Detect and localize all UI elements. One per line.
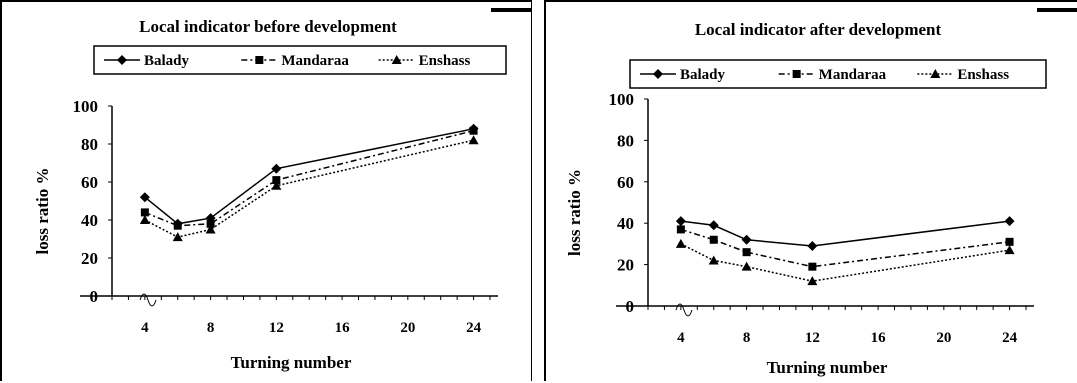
data-point-balady [1004,216,1015,227]
data-point-enshass [1004,245,1015,255]
series-line-enshass [680,243,1010,282]
x-tick-label: 24 [466,320,482,336]
data-point-balady [139,192,150,203]
data-point-mandaraa [676,225,685,234]
x-tick-label: 20 [936,330,951,346]
y-tick-label: 20 [617,256,634,275]
chart-title: Local indicator before development [139,17,397,36]
data-point-mandaraa [140,208,149,217]
y-axis-label: loss ratio % [565,169,584,256]
legend-marker-enshass [391,55,402,64]
y-tick-label: 80 [81,135,98,154]
y-tick-label: 100 [609,90,635,109]
data-point-balady [675,216,686,227]
legend-marker-mandaraa [792,70,801,78]
data-point-balady [807,240,818,251]
y-axis-label: loss ratio % [33,168,52,255]
legend-label-balady: Balady [680,67,726,83]
series-line-mandaraa [680,228,1010,268]
x-tick-label: 20 [400,320,415,336]
chart-panel-after: Local indicator after development Balady M… [544,0,1077,381]
data-point-balady [741,234,752,245]
legend-label-balady: Balady [144,53,190,69]
x-tick-label: 8 [743,330,751,346]
legend-marker-enshass [930,69,941,78]
data-point-balady [271,163,282,174]
data-point-mandaraa [272,176,281,185]
data-point-enshass [807,276,818,286]
data-point-enshass [468,135,479,145]
x-tick-label: 4 [141,320,149,336]
x-axis-label: Turning number [767,358,888,377]
legend: Balady Mandaraa Enshass [93,45,507,75]
data-point-mandaraa [1005,237,1014,246]
y-tick-label: 100 [73,97,99,116]
legend-label-enshass: Enshass [957,67,1009,83]
chart-panel-before: Local indicator before development Balady… [0,0,532,381]
x-tick-label: 4 [677,330,685,346]
x-tick-label: 16 [871,330,887,346]
x-tick-label: 12 [805,330,820,346]
x-axis-break [139,293,157,307]
data-point-mandaraa [173,221,182,230]
data-point-mandaraa [808,262,817,271]
x-axis-break [675,303,693,317]
data-point-mandaraa [742,248,751,257]
data-point-enshass [139,215,150,224]
legend-label-mandaraa: Mandaraa [819,67,887,83]
x-tick-label: 8 [207,320,215,336]
y-tick-label: 0 [626,297,635,316]
legend-marker-balady [653,69,663,79]
y-tick-label: 40 [81,211,98,230]
x-axis-label: Turning number [231,353,352,372]
series-line-mandaraa [144,129,474,227]
data-point-enshass [675,238,686,248]
y-tick-label: 20 [81,249,98,268]
legend-box [93,45,507,75]
legend: Balady Mandaraa Enshass [629,59,1047,89]
legend-box [629,59,1047,89]
data-point-enshass [708,255,719,265]
y-tick-label: 40 [617,214,634,233]
data-point-enshass [741,261,752,271]
x-tick-label: 16 [335,320,351,336]
legend-label-enshass: Enshass [419,53,471,69]
y-tick-label: 60 [617,173,634,192]
chart-title: Local indicator after development [695,20,942,39]
x-tick-label: 12 [269,320,284,336]
data-point-mandaraa [709,235,718,244]
data-point-balady [708,220,719,231]
data-point-mandaraa [206,219,215,228]
y-tick-label: 0 [90,287,99,306]
chart-after-svg: Local indicator after development Balady M… [565,20,1047,377]
series-line-enshass [144,139,474,238]
legend-label-mandaraa: Mandaraa [281,53,349,69]
y-tick-label: 80 [617,131,634,150]
series-line-balady [680,220,1010,247]
legend-marker-balady [117,55,127,65]
legend-marker-mandaraa [255,56,264,64]
x-tick-label: 24 [1002,330,1018,346]
data-point-enshass [172,232,183,242]
y-tick-label: 60 [81,173,98,192]
data-point-enshass [205,224,216,234]
data-point-mandaraa [469,126,478,135]
chart-before-svg: Local indicator before development Balady… [33,17,507,372]
data-point-enshass [271,180,282,190]
